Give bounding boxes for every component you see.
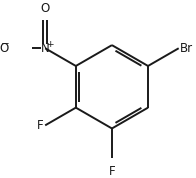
Text: +: + [46,40,54,49]
Text: Br: Br [180,42,193,55]
Text: O: O [0,42,9,55]
Text: F: F [37,119,44,132]
Text: F: F [109,165,115,178]
Text: −: − [1,39,9,49]
Text: N: N [41,42,50,55]
Text: O: O [41,2,50,15]
